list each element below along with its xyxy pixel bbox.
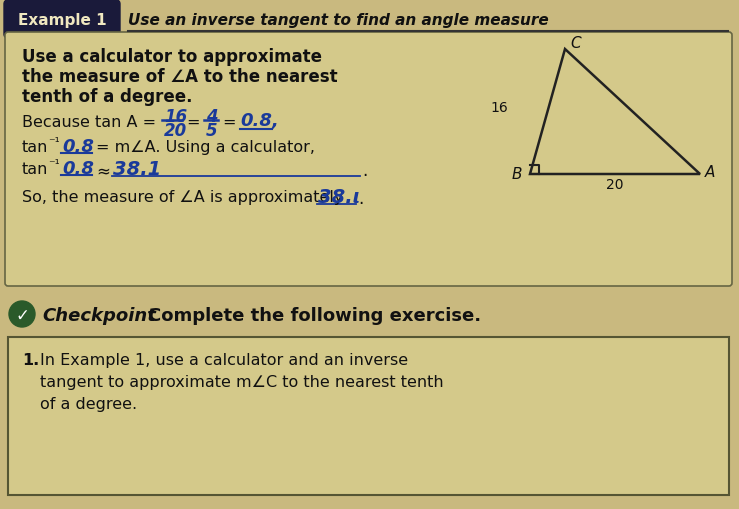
Text: 5: 5 <box>206 122 217 140</box>
Text: Because tan A =: Because tan A = <box>22 115 161 130</box>
Circle shape <box>9 301 35 327</box>
Text: ⁻¹: ⁻¹ <box>48 158 60 171</box>
Text: =: = <box>186 115 200 130</box>
Text: 16: 16 <box>164 108 187 126</box>
Text: 16: 16 <box>490 101 508 115</box>
Text: 38.1: 38.1 <box>113 160 161 179</box>
Text: ✓: ✓ <box>15 306 29 324</box>
Text: 38.ι: 38.ι <box>318 188 360 207</box>
Text: Use an inverse tangent to find an angle measure: Use an inverse tangent to find an angle … <box>128 13 549 29</box>
Text: Use a calculator to approximate: Use a calculator to approximate <box>22 48 322 66</box>
Text: 20: 20 <box>606 178 624 191</box>
Text: In Example 1, use a calculator and an inverse: In Example 1, use a calculator and an in… <box>40 352 408 367</box>
Text: C: C <box>570 36 581 51</box>
Text: Complete the following exercise.: Complete the following exercise. <box>148 306 481 324</box>
Text: So, the measure of ∠A is approximately: So, the measure of ∠A is approximately <box>22 190 344 205</box>
Text: 0.8: 0.8 <box>62 160 94 178</box>
FancyBboxPatch shape <box>5 33 732 287</box>
Text: ≈: ≈ <box>96 162 110 180</box>
FancyBboxPatch shape <box>4 1 120 39</box>
Text: 0.8,: 0.8, <box>240 112 279 130</box>
Text: A: A <box>705 165 715 180</box>
Text: B: B <box>512 166 522 182</box>
Text: tenth of a degree.: tenth of a degree. <box>22 88 192 106</box>
Text: tangent to approximate m∠C to the nearest tenth: tangent to approximate m∠C to the neares… <box>40 374 443 389</box>
Text: Example 1: Example 1 <box>18 13 106 29</box>
Text: 20: 20 <box>164 122 187 140</box>
Text: .: . <box>362 162 367 180</box>
Text: tan: tan <box>22 162 48 177</box>
Text: 0.8: 0.8 <box>62 138 94 156</box>
Text: .: . <box>358 190 364 208</box>
Text: of a degree.: of a degree. <box>40 396 137 411</box>
Text: tan: tan <box>22 140 48 155</box>
Text: the measure of ∠A to the nearest: the measure of ∠A to the nearest <box>22 68 338 86</box>
FancyBboxPatch shape <box>8 337 729 495</box>
Text: ⁻¹: ⁻¹ <box>48 136 60 149</box>
Text: = m∠A. Using a calculator,: = m∠A. Using a calculator, <box>96 140 315 155</box>
Text: Checkpoint: Checkpoint <box>42 306 156 324</box>
Text: 4: 4 <box>206 108 217 126</box>
Text: =: = <box>222 115 236 130</box>
Text: 1.: 1. <box>22 352 39 367</box>
